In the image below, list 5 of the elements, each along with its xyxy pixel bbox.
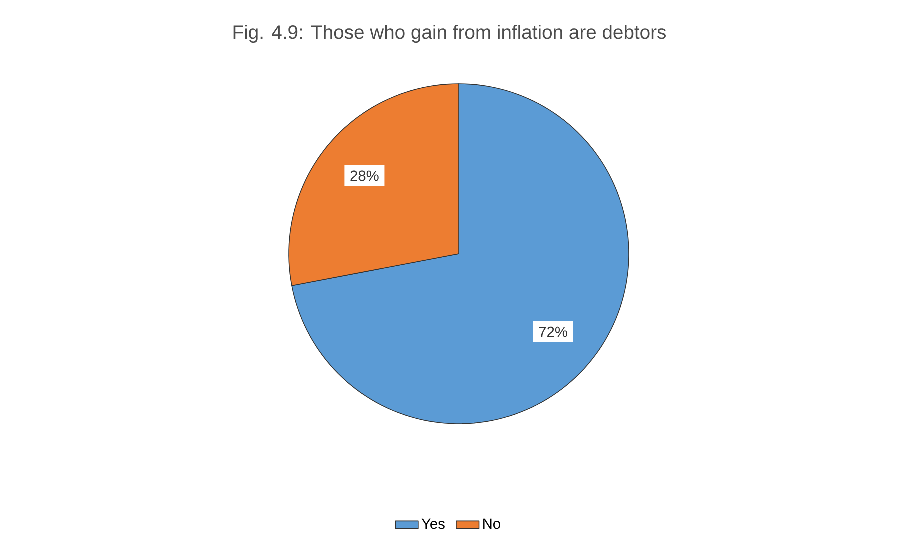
legend-label: Yes [422, 518, 445, 530]
data-label: 28% [350, 170, 379, 182]
data-label: 72% [539, 326, 568, 338]
chart-title: Fig. 4.9: Those who gain from inflation are debtors [234, 24, 666, 44]
legend-label: No [484, 518, 500, 530]
